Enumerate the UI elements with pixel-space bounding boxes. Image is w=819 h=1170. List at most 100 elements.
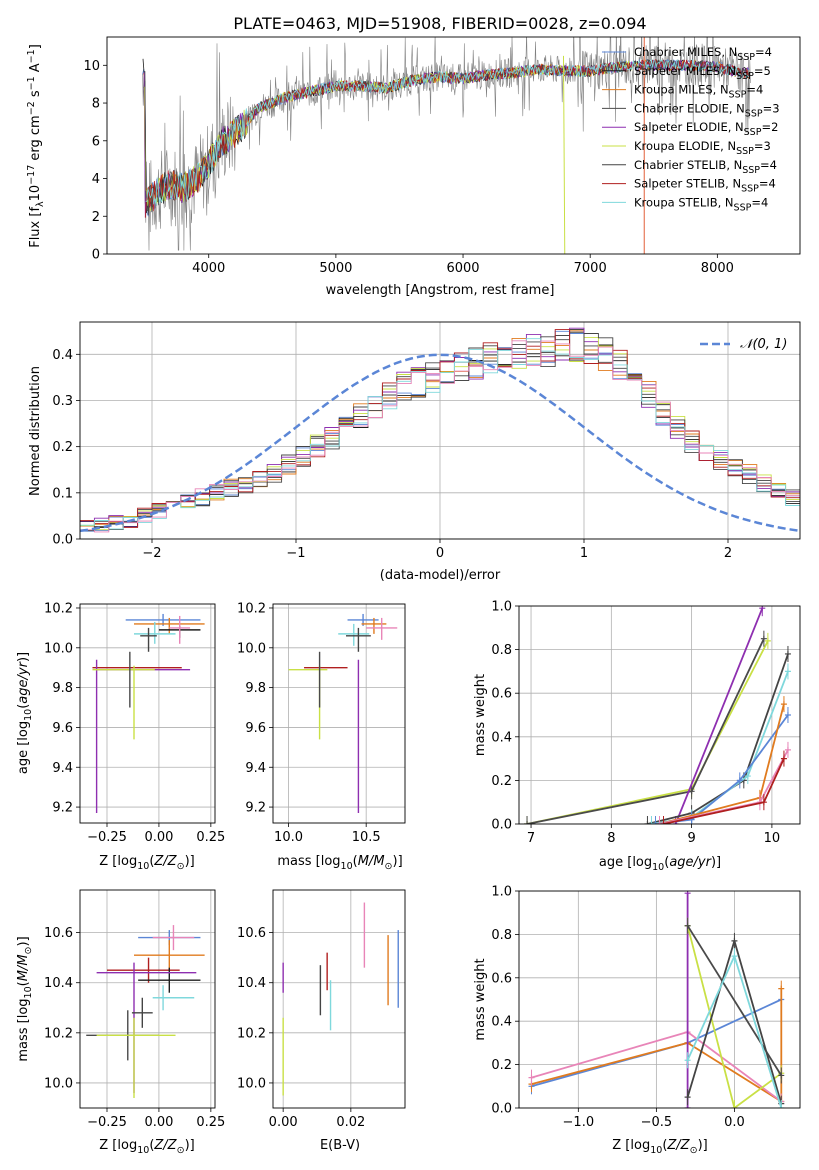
y-tick-label: 0.8 <box>491 928 512 943</box>
x-tick-label: −1.0 <box>563 1115 595 1130</box>
mass-vs-Z-panel-plot-area <box>80 890 215 1108</box>
errorbar-point <box>92 665 155 740</box>
errorbar-point <box>95 659 191 814</box>
y-tick-label: 10.4 <box>237 976 266 991</box>
y-tick-label: 10.0 <box>237 641 266 656</box>
x-tick-label: 5000 <box>319 261 352 276</box>
y-axis-label: mass weight <box>473 674 488 756</box>
legend-entry: Salpeter STELIB, NSSP=4 <box>634 177 776 195</box>
x-tick-label: −1 <box>286 546 305 561</box>
y-tick-label: 10.2 <box>237 1026 266 1041</box>
y-tick-label: 10.2 <box>44 601 73 616</box>
y-tick-label: 10.0 <box>237 1076 266 1091</box>
y-axis-label: Normed distribution <box>28 366 43 496</box>
age-vs-Z-panel-frame <box>79 603 216 824</box>
errorbar-point <box>288 665 328 740</box>
y-tick-label: 1.0 <box>491 600 512 615</box>
y-tick-label: 0.2 <box>52 440 73 455</box>
legend-entry: Chabrier MILES, NSSP=4 <box>634 45 772 63</box>
legend-entry: Salpeter ELODIE, NSSP=2 <box>634 120 778 138</box>
y-tick-label: 9.8 <box>52 681 73 696</box>
mass-vs-EBV-panel-frame <box>272 889 406 1109</box>
legend-entry: Chabrier STELIB, NSSP=4 <box>634 158 777 176</box>
y-tick-label: 0.0 <box>52 533 73 548</box>
x-tick-label: 10.5 <box>352 830 381 845</box>
x-axis-label: Z [log10(Z/Z⊙)] <box>99 1138 194 1156</box>
model-spectrum-line <box>145 59 750 207</box>
x-tick-label: 8000 <box>701 261 734 276</box>
y-tick-label: 9.6 <box>245 721 266 736</box>
mass-vs-Z-panel: −0.25 0.00 0.25 10.0 10.2 10.4 10.6 <box>44 889 225 1130</box>
y-tick-label: 4 <box>92 172 100 187</box>
x-tick-label: −2 <box>142 546 161 561</box>
weight-vs-age-panel-frame <box>518 605 801 825</box>
x-tick-label: 0.02 <box>336 1115 365 1130</box>
errorbar-point <box>366 617 398 640</box>
x-tick-label: 0.25 <box>196 1115 225 1130</box>
weight-series-line <box>659 703 785 824</box>
x-tick-label: 1 <box>580 546 588 561</box>
x-axis-label: (data-model)/error <box>380 568 501 583</box>
x-axis-label: mass [log10(M/M⊙)] <box>277 854 402 872</box>
y-tick-label: 9.6 <box>52 721 73 736</box>
y-axis-label: age [log10(age/yr)] <box>16 652 34 774</box>
y-tick-label: 10.4 <box>44 976 73 991</box>
x-tick-label: 2 <box>724 546 732 561</box>
weight-series-line <box>531 988 783 1103</box>
age-vs-mass-panel: 10.0 10.5 9.2 9.4 9.6 9.8 10.0 10.2 <box>237 601 406 845</box>
x-tick-label: 7000 <box>574 261 607 276</box>
residuals-panel-plot-area <box>80 322 800 539</box>
weight-series-line <box>674 607 764 824</box>
y-tick-label: 1.0 <box>491 885 512 900</box>
weight-series-line <box>686 925 782 1108</box>
gaussian-curve <box>80 353 800 533</box>
errorbar-point <box>131 997 153 1028</box>
errorbar-point <box>152 985 195 1011</box>
mass-vs-EBV-panel-plot-area <box>273 890 405 1108</box>
chart-title: PLATE=0463, MJD=51908, FIBERID=0028, z=0… <box>233 14 646 33</box>
y-tick-label: 0.6 <box>491 971 512 986</box>
x-tick-label: −0.25 <box>87 830 127 845</box>
y-tick-label: 9.4 <box>245 761 266 776</box>
errorbar-point <box>169 615 191 644</box>
mass-vs-Z-panel-frame <box>79 889 216 1109</box>
weight-vs-Z-panel-plot-area <box>519 891 800 1108</box>
y-tick-label: 0 <box>92 248 100 263</box>
residual-histogram <box>80 329 800 528</box>
errorbar-point <box>152 925 195 951</box>
y-tick-label: 0.4 <box>491 730 512 745</box>
y-tick-label: 0.4 <box>491 1015 512 1030</box>
x-tick-label: 10.0 <box>274 830 303 845</box>
y-tick-label: 9.4 <box>52 761 73 776</box>
spectrum-panel: 4000 5000 6000 7000 8000 0 2 4 6 8 10 <box>83 36 801 276</box>
weight-vs-age-panel-plot-area <box>519 606 800 824</box>
residuals-panel: −2 −1 0 1 2 0.0 0.1 0.2 0.3 0.4 <box>52 321 801 561</box>
x-tick-label: 9 <box>687 831 695 846</box>
spectrum-panel-frame <box>106 36 801 255</box>
x-axis-label: E(B-V) <box>320 1138 360 1153</box>
age-vs-Z-panel: −0.25 0.00 0.25 9.2 9.4 9.6 9.8 10.0 10.2 <box>44 601 225 845</box>
spectrum-panel-plot-area <box>142 37 751 254</box>
y-tick-label: 0.8 <box>491 643 512 658</box>
y-tick-label: 0.0 <box>491 1102 512 1117</box>
weight-series-line <box>651 671 789 824</box>
y-tick-label: 9.2 <box>245 801 266 816</box>
y-tick-label: 10.6 <box>237 926 266 941</box>
residual-histogram <box>80 340 800 533</box>
weight-series-line <box>526 638 765 824</box>
y-tick-label: 9.8 <box>245 681 266 696</box>
y-tick-label: 10.2 <box>44 1026 73 1041</box>
legend-entry: Salpeter MILES, NSSP=5 <box>634 64 771 82</box>
weight-vs-age-panel: 7 8 9 10 0.0 0.2 0.4 0.6 0.8 1.0 <box>491 600 801 846</box>
x-axis-label: wavelength [Angstrom, rest frame] <box>326 283 555 298</box>
x-tick-label: 8 <box>607 831 615 846</box>
x-tick-label: 0 <box>436 546 444 561</box>
y-tick-label: 0.2 <box>491 1058 512 1073</box>
residuals-panel-frame <box>79 321 801 540</box>
age-vs-Z-panel-plot-area <box>80 604 215 823</box>
age-vs-mass-panel-frame <box>272 603 406 824</box>
x-axis-label: Z [log10(Z/Z⊙)] <box>612 1138 707 1156</box>
x-tick-label: 6000 <box>446 261 479 276</box>
x-tick-label: 0.00 <box>269 1115 298 1130</box>
